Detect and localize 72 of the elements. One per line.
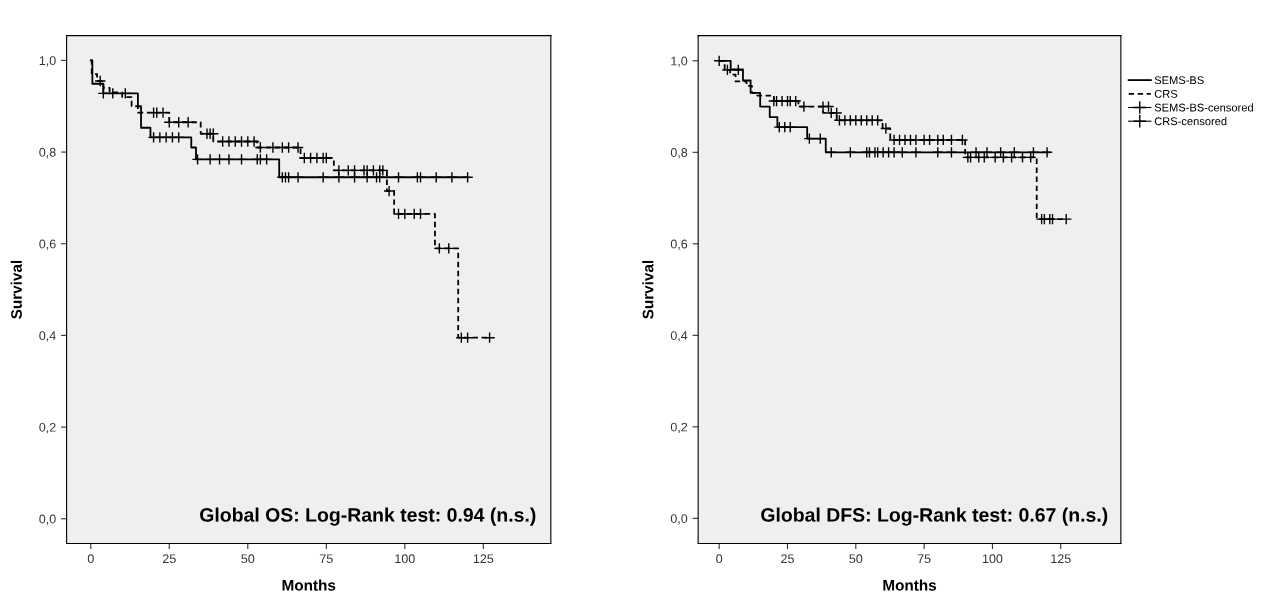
point [803,132,816,145]
point [282,141,295,154]
point [172,116,185,129]
y-tick-label: 0,8 [670,148,688,159]
point [721,64,734,76]
point [292,141,304,154]
y-tick-label: 0,2 [670,422,688,433]
point [1060,213,1073,225]
point [333,164,345,177]
point [461,171,474,184]
x-tick-label: 50 [241,554,255,564]
point [956,134,969,146]
annotation: Global DFS: Log-Rank test: 0.67 (n.s.) [761,507,1108,526]
point [713,54,726,67]
point [945,134,958,146]
y-tick-label: 0,6 [39,239,56,250]
point [798,100,810,113]
point [880,122,892,135]
y-axis-title: Survival [10,260,22,319]
x-tick-label: 100 [982,554,1003,564]
y-tick-label: 0,0 [670,514,688,525]
x-tick-label: 25 [781,554,794,564]
point [383,185,395,197]
point [94,75,107,87]
legend-label: CRS-censored [1154,117,1227,126]
legend-label: SEMS-BS-censored [1154,103,1253,112]
point [235,153,248,166]
y-tick-label: 1,0 [39,56,56,67]
point [213,153,226,166]
point [260,153,273,166]
x-tick-label: 0 [87,554,94,564]
point [97,87,110,100]
point [442,242,455,255]
y-tick-label: 0,6 [670,239,688,250]
x-tick-label: 0 [716,554,723,564]
y-tick-label: 0,0 [39,514,56,525]
x-tick-label: 75 [320,554,333,564]
point [254,141,267,154]
point [844,146,857,159]
point [163,116,176,129]
x-tick-label: 100 [395,554,415,564]
y-tick-label: 0,4 [670,331,688,342]
point [157,106,169,119]
x-tick-label: 50 [849,554,863,564]
point [945,146,958,159]
x-tick-label: 125 [1051,554,1071,564]
point [248,135,260,148]
legend-label: CRS [1154,89,1178,98]
y-axis-title: Survival [642,260,654,319]
point [910,134,922,146]
x-axis-title: Months [282,579,336,591]
annotation: Global OS: Log-Rank test: 0.94 (n.s.) [200,507,536,526]
point [433,242,446,255]
point [483,331,496,344]
point [414,208,427,220]
y-tick-label: 0,8 [39,147,56,159]
legend-label: SEMS-BS [1154,76,1204,85]
point [348,164,361,177]
x-tick-label: 125 [473,554,494,564]
y-tick-label: 0,2 [39,422,56,434]
point [1041,146,1053,159]
point [461,331,474,344]
x-tick-label: 75 [917,554,931,564]
point [267,141,279,154]
point [191,153,204,166]
point [822,100,835,113]
x-axis-title: Months [883,579,937,591]
point [182,116,194,129]
x-tick-label: 25 [162,554,176,564]
y-tick-label: 1,0 [671,56,688,67]
y-tick-label: 0,4 [39,331,56,342]
point [392,171,405,184]
